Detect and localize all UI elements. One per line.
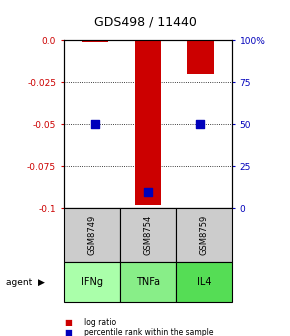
Text: GSM8754: GSM8754: [143, 215, 153, 255]
Text: ■: ■: [64, 328, 72, 336]
Bar: [82, 40, 108, 42]
Text: percentile rank within the sample: percentile rank within the sample: [84, 328, 214, 336]
Text: IL4: IL4: [197, 277, 211, 287]
Bar: [187, 40, 214, 74]
Text: GDS498 / 11440: GDS498 / 11440: [94, 15, 196, 28]
Text: ■: ■: [64, 318, 72, 327]
Text: TNFa: TNFa: [136, 277, 160, 287]
Text: GSM8749: GSM8749: [87, 215, 96, 255]
Point: [146, 189, 150, 194]
Bar: [135, 40, 161, 205]
Text: agent  ▶: agent ▶: [6, 278, 45, 287]
Point: [93, 122, 98, 127]
Point: [198, 122, 203, 127]
Text: IFNg: IFNg: [81, 277, 103, 287]
Text: GSM8759: GSM8759: [200, 215, 209, 255]
Text: log ratio: log ratio: [84, 318, 116, 327]
